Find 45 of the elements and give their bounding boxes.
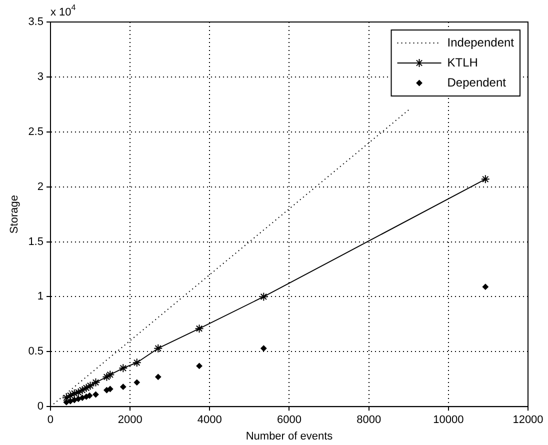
point [79, 394, 86, 401]
point [155, 374, 162, 380]
point [154, 344, 163, 353]
point [102, 372, 112, 382]
x-axis-title: Number of events [246, 430, 334, 442]
point [194, 324, 204, 334]
y-tick-label: 2 [37, 180, 44, 193]
y-tick-label: 0 [37, 400, 44, 413]
x-tick-label: 4000 [197, 414, 222, 426]
point [86, 392, 93, 399]
x-tick-label: 0 [47, 414, 54, 426]
x-tick-label: 8000 [356, 414, 382, 426]
point [134, 379, 140, 386]
y-tick-label: 0.5 [28, 346, 44, 358]
legend-label: Dependent [447, 75, 507, 90]
point [106, 370, 115, 380]
point [120, 384, 126, 390]
point [78, 386, 87, 395]
point [196, 362, 202, 369]
legend-label: Independent [447, 35, 515, 50]
point [118, 364, 128, 373]
point [91, 378, 100, 387]
point [259, 292, 268, 302]
point [92, 392, 99, 398]
point [71, 397, 78, 404]
y-tick-label: 3 [37, 70, 44, 83]
y-tick-label: 2.5 [28, 126, 44, 138]
x-tick-label: 10000 [433, 414, 464, 426]
y-tick-label: 3.5 [28, 16, 44, 28]
legend-label: KTLH [447, 55, 478, 70]
point [132, 358, 142, 368]
point [107, 386, 114, 392]
point [86, 381, 95, 390]
point [70, 388, 79, 398]
x-tick-label: 12000 [512, 414, 544, 426]
point [74, 388, 83, 397]
point [482, 284, 488, 290]
point [480, 174, 490, 184]
point [260, 345, 267, 352]
point [82, 383, 91, 392]
x-tick-label: 6000 [277, 414, 302, 426]
y-tick-label: 1.5 [28, 236, 44, 248]
y-axis-title: Storage [8, 195, 21, 234]
y-tick-label: 1 [37, 290, 44, 303]
x-tick-label: 2000 [118, 414, 142, 426]
